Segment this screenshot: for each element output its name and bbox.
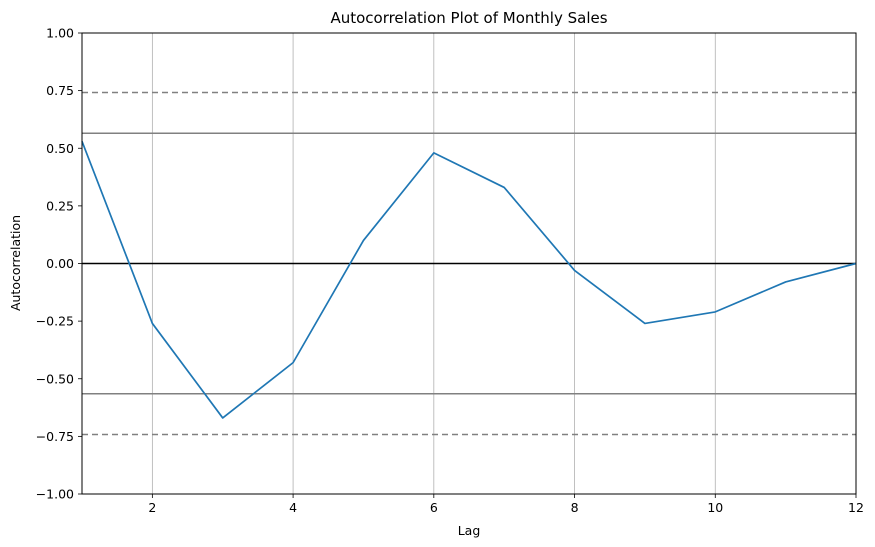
x-tick-label: 2: [148, 500, 156, 515]
autocorrelation-series-line: [81, 141, 857, 419]
y-tick-label: 0.25: [46, 198, 74, 213]
y-tick-label: −1.00: [36, 487, 74, 502]
x-tick-label: 10: [707, 500, 723, 515]
y-tick-label: 0.50: [46, 141, 74, 156]
x-tick-label: 12: [848, 500, 864, 515]
y-axis-label: Autocorrelation: [8, 215, 23, 311]
x-axis-label: Lag: [458, 523, 481, 538]
y-tick-label: −0.75: [36, 429, 74, 444]
plot-area: 2 4 6 8 10 12 −1.00 −0.75 −0.50 −0.25 0.00 0.25 0.50…: [36, 26, 864, 516]
y-tick-label: −0.25: [36, 314, 74, 329]
chart-title: Autocorrelation Plot of Monthly Sales: [330, 9, 607, 27]
y-tick-label: 1.00: [46, 26, 74, 41]
x-tick-label: 8: [571, 500, 579, 515]
y-tick-label: −0.50: [36, 371, 74, 386]
y-tick-label: 0.75: [46, 83, 74, 98]
y-tick-label: 0.00: [46, 256, 74, 271]
x-tick-label: 4: [289, 500, 297, 515]
x-tick-label: 6: [430, 500, 438, 515]
